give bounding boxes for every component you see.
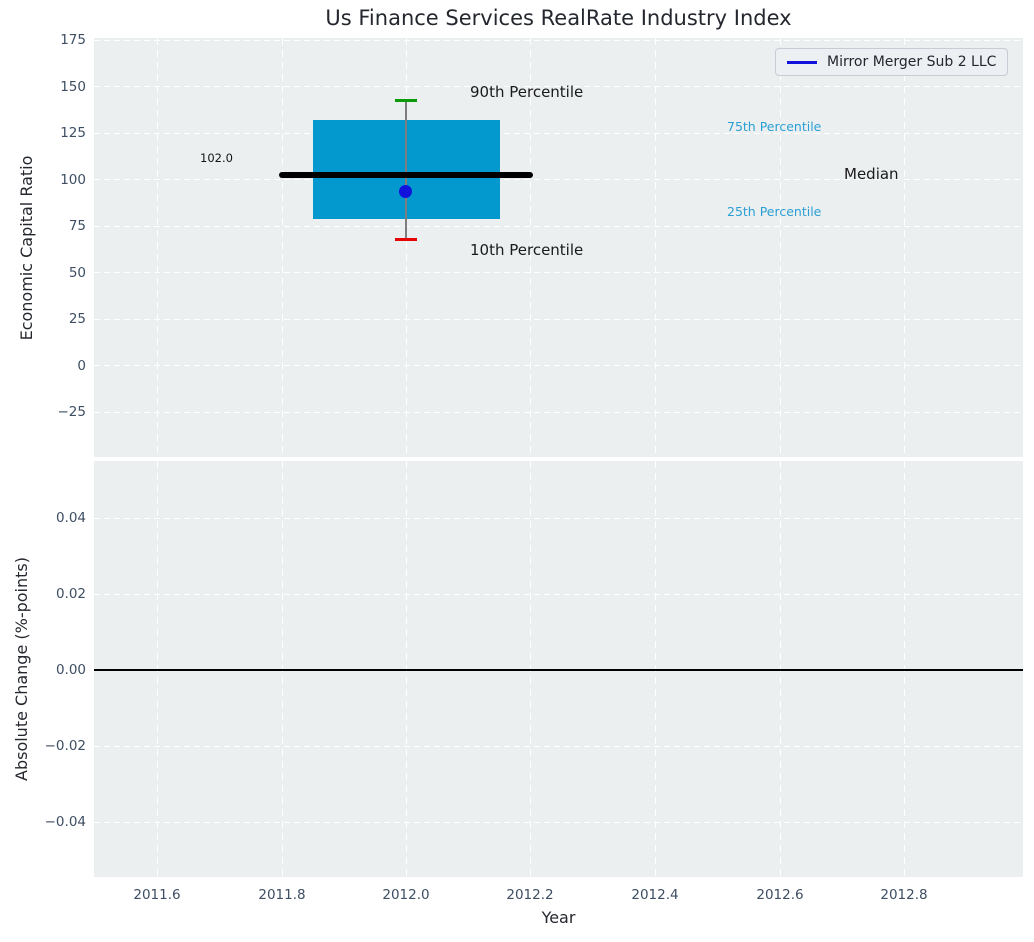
zero-baseline: [94, 669, 1023, 671]
p10-whisker-cap: [395, 238, 417, 241]
y-tick-label: 25: [68, 311, 86, 327]
y-tick-label: 50: [68, 265, 86, 281]
company-data-point: [399, 185, 412, 198]
y-tick-label: 75: [68, 218, 86, 234]
median-annotation: Median: [844, 165, 899, 183]
gridline: [94, 179, 1023, 180]
y-tick-label: 175: [60, 32, 86, 48]
y-tick-label: 125: [60, 125, 86, 141]
gridline: [780, 38, 781, 457]
p25-annotation: 25th Percentile: [727, 204, 822, 219]
gridline: [94, 518, 1023, 519]
p90-whisker-cap: [395, 99, 417, 102]
y-tick-label: 150: [60, 79, 86, 95]
x-tick-label: 2012.2: [506, 887, 554, 903]
bottom-y-axis-label: Absolute Change (%-points): [12, 557, 31, 781]
x-tick-label: 2012.4: [631, 887, 679, 903]
bottom-plot-area: [94, 461, 1023, 877]
legend-label: Mirror Merger Sub 2 LLC: [827, 54, 997, 70]
p90-annotation: 90th Percentile: [470, 83, 584, 101]
gridline: [94, 594, 1023, 595]
x-tick-label: 2011.8: [258, 887, 306, 903]
gridline: [94, 272, 1023, 273]
whisker-line: [405, 101, 407, 240]
top-plot-area: 102.0 90th Percentile 10th Percentile 75…: [94, 38, 1023, 457]
gridline: [94, 822, 1023, 823]
y-tick-label: 0.00: [55, 662, 86, 678]
gridline: [655, 38, 656, 457]
y-tick-label: 0: [77, 358, 86, 374]
y-tick-label: −25: [57, 404, 87, 420]
top-y-axis-label: Economic Capital Ratio: [17, 155, 36, 341]
gridline: [94, 412, 1023, 413]
x-tick-label: 2012.6: [756, 887, 804, 903]
gridline: [94, 86, 1023, 87]
p75-annotation: 75th Percentile: [727, 119, 822, 134]
p10-annotation: 10th Percentile: [470, 241, 584, 259]
chart-title: Us Finance Services RealRate Industry In…: [325, 6, 792, 30]
x-tick-label: 2012.0: [382, 887, 430, 903]
y-tick-label: 0.04: [55, 510, 86, 526]
x-tick-label: 2012.8: [880, 887, 928, 903]
y-tick-label: 100: [60, 172, 86, 188]
legend-box: Mirror Merger Sub 2 LLC: [775, 48, 1009, 76]
gridline: [94, 40, 1023, 41]
x-axis-label: Year: [541, 908, 576, 927]
gridline: [282, 38, 283, 457]
y-tick-label: −0.02: [44, 738, 86, 754]
y-tick-label: 0.02: [55, 586, 86, 602]
gridline: [530, 38, 531, 457]
gridline: [904, 38, 905, 457]
gridline: [94, 226, 1023, 227]
gridline: [94, 365, 1023, 366]
median-value-label: 102.0: [200, 151, 233, 165]
x-tick-label: 2011.6: [133, 887, 181, 903]
median-line: [279, 172, 533, 178]
gridline: [94, 133, 1023, 134]
gridline: [94, 319, 1023, 320]
gridline: [406, 38, 407, 457]
y-tick-label: −0.04: [44, 814, 86, 830]
gridline: [94, 746, 1023, 747]
gridline: [157, 38, 158, 457]
legend-line-sample: [787, 60, 817, 64]
